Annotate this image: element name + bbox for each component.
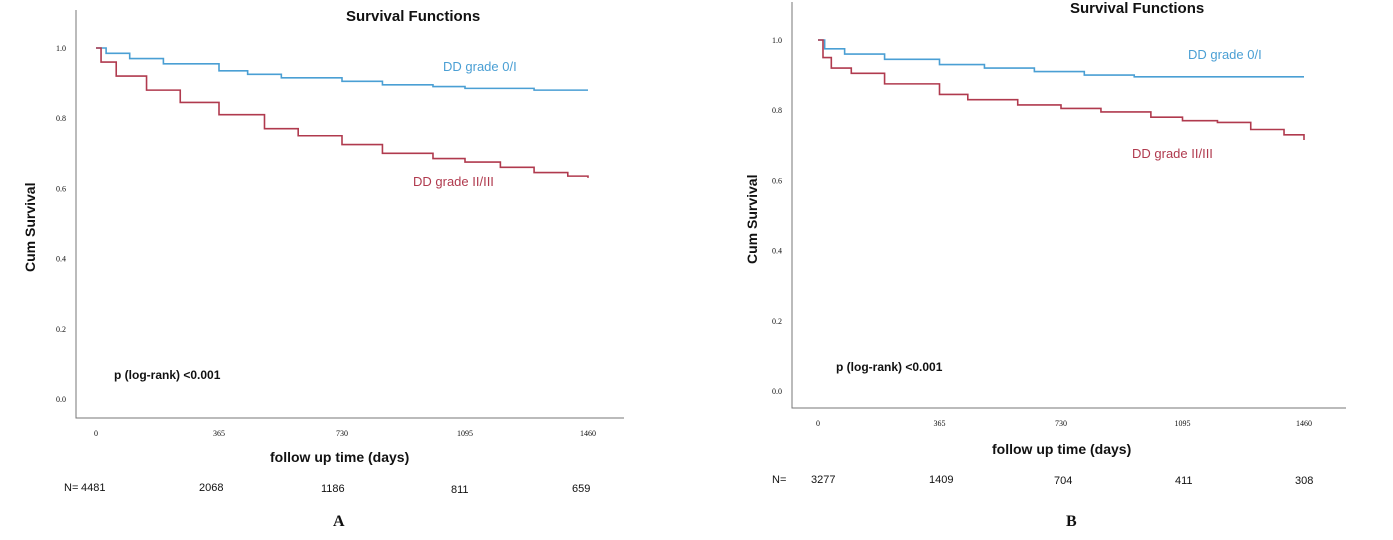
axis-frame bbox=[75, 10, 624, 419]
risk-count-1095: 811 bbox=[451, 484, 469, 496]
curve-grade-2-3 bbox=[818, 39, 1305, 141]
x-axis-label: follow up time (days) bbox=[992, 441, 1132, 457]
survival-plot-a: 0.0 0.2 0.4 0.6 0.8 1.0 0 365 730 1095 1460 DD grad… bbox=[56, 10, 624, 438]
series-label-grade-0-1: DD grade 0/I bbox=[443, 59, 517, 74]
x-axis-label: follow up time (days) bbox=[270, 449, 410, 465]
x-tick-label: 365 bbox=[213, 429, 225, 438]
curve-grade-0-1 bbox=[96, 47, 588, 91]
risk-count-365: 1409 bbox=[929, 474, 954, 486]
y-tick-label: 0.6 bbox=[56, 184, 66, 193]
x-tick-label: 1095 bbox=[457, 429, 473, 438]
series-label-grade-2-3: DD grade II/III bbox=[413, 174, 494, 189]
x-tick-label: 1460 bbox=[580, 429, 596, 438]
risk-count-730: 1186 bbox=[321, 483, 345, 495]
x-tick-label: 1095 bbox=[1175, 419, 1191, 428]
y-tick-label: 0.0 bbox=[56, 395, 66, 404]
risk-table-label: N= bbox=[64, 482, 79, 494]
y-tick-label: 0.8 bbox=[772, 106, 782, 115]
chart-title: Survival Functions bbox=[1070, 0, 1205, 17]
x-tick-label: 730 bbox=[1055, 419, 1067, 428]
series-label-grade-0-1: DD grade 0/I bbox=[1188, 47, 1262, 62]
x-tick-label: 1460 bbox=[1296, 419, 1312, 428]
x-tick-label: 0 bbox=[94, 429, 98, 438]
curve-grade-2-3 bbox=[96, 47, 589, 178]
y-tick-label: 0.6 bbox=[772, 176, 782, 185]
y-tick-label: 0.8 bbox=[56, 114, 66, 123]
risk-count-730: 704 bbox=[1054, 475, 1073, 487]
y-tick-label: 1.0 bbox=[56, 44, 66, 53]
p-value-annotation: p (log-rank) <0.001 bbox=[114, 368, 221, 382]
risk-count-365: 2068 bbox=[199, 482, 224, 494]
y-tick-label: 0.2 bbox=[772, 317, 782, 326]
risk-count-0: 3277 bbox=[811, 474, 836, 486]
y-tick-label: 0.0 bbox=[772, 387, 782, 396]
x-tick-label: 365 bbox=[934, 419, 946, 428]
x-tick-label: 0 bbox=[816, 419, 820, 428]
y-tick-label: 1.0 bbox=[772, 36, 782, 45]
panel-a: Survival Functions Cum Survival follow u… bbox=[0, 0, 690, 540]
axis-frame bbox=[791, 2, 1346, 409]
survival-plot-b: 0.0 0.2 0.4 0.6 0.8 1.0 0 365 730 1095 1460 DD grad… bbox=[772, 2, 1346, 428]
panel-label: B bbox=[1066, 513, 1077, 530]
panel-b: Survival Functions Cum Survival follow u… bbox=[720, 0, 1393, 540]
x-tick-label: 730 bbox=[336, 429, 348, 438]
y-tick-label: 0.4 bbox=[56, 255, 66, 264]
risk-count-0: 4481 bbox=[81, 482, 106, 494]
y-tick-label: 0.2 bbox=[56, 325, 66, 334]
curve-grade-0-1 bbox=[818, 39, 1304, 78]
y-tick-label: 0.4 bbox=[772, 247, 782, 256]
series-label-grade-2-3: DD grade II/III bbox=[1132, 146, 1213, 161]
risk-count-1460: 308 bbox=[1295, 475, 1314, 487]
chart-title: Survival Functions bbox=[346, 8, 481, 25]
panel-label: A bbox=[333, 513, 345, 530]
p-value-annotation: p (log-rank) <0.001 bbox=[836, 360, 943, 374]
risk-count-1460: 659 bbox=[572, 483, 591, 495]
risk-table-label: N= bbox=[772, 474, 787, 486]
risk-count-1095: 411 bbox=[1175, 475, 1193, 487]
